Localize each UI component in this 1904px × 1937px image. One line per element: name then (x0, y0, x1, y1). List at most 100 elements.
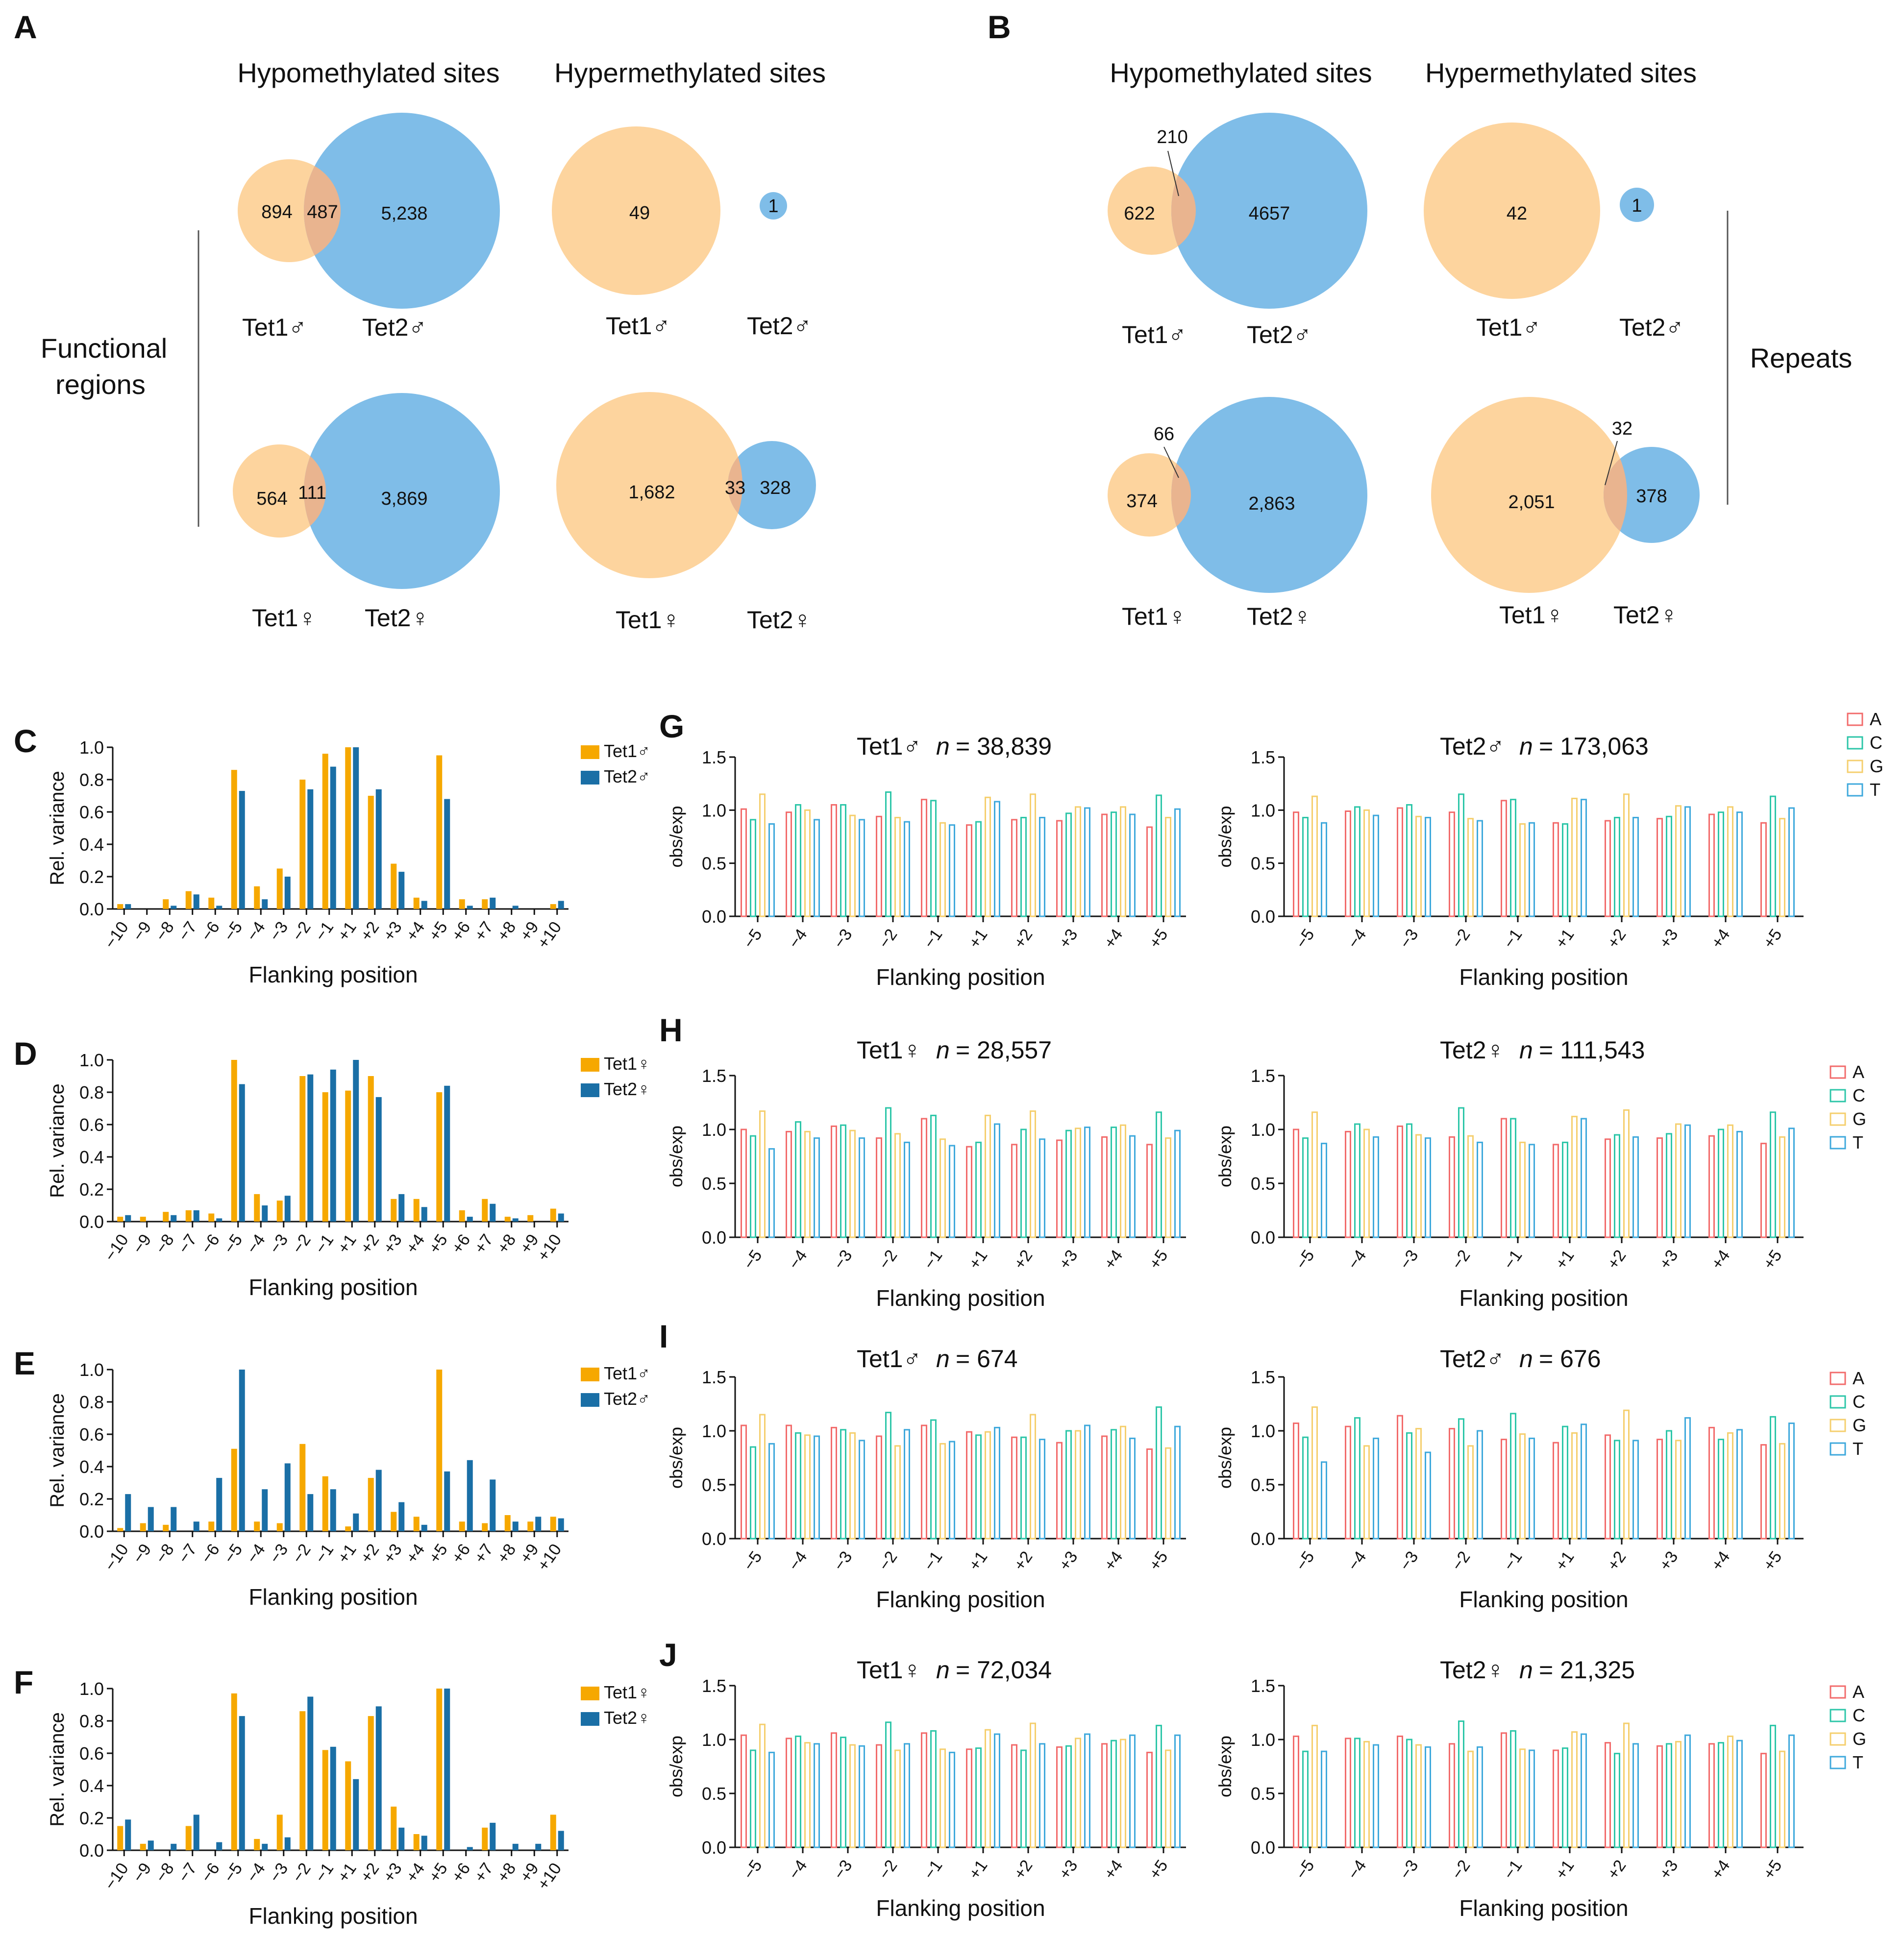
bar-Tet2♀ (307, 1074, 314, 1222)
bar-C (975, 1434, 982, 1540)
bar-T (1039, 817, 1045, 917)
bar-Tet2♀ (193, 1210, 199, 1222)
panel-letter-H: H (659, 1012, 683, 1048)
legend-label-G: G (1853, 1415, 1866, 1435)
bar-A (1146, 1144, 1153, 1238)
panel-B: B Hypomethylated sites Hypermethylated sit… (988, 9, 1852, 630)
bar-T (1174, 808, 1181, 917)
bar-A (1449, 1428, 1455, 1540)
legend-swatch-T (1830, 1136, 1846, 1150)
bar-Tet2♀ (467, 1217, 473, 1222)
bar-C (750, 819, 756, 917)
bar-C (1020, 817, 1027, 917)
subplot-n-symbol: n (936, 1345, 950, 1373)
bar-C (1156, 1406, 1162, 1540)
bar-Tet1♀ (254, 1194, 260, 1222)
y-tick-label: 1.0 (1251, 1421, 1275, 1441)
panel-letter-C: C (14, 723, 37, 759)
bar-C (795, 1735, 801, 1848)
bar-G (1571, 1432, 1578, 1540)
bar-Tet2♀ (353, 1060, 359, 1222)
bar-T (1373, 1437, 1379, 1540)
bar-G (1675, 1440, 1681, 1540)
side-label-repeats: Repeats (1750, 343, 1853, 373)
x-axis-label: Flanking position (876, 964, 1045, 990)
venn-circle-tet2 (1620, 188, 1654, 222)
bar-Tet2♀ (125, 1215, 131, 1222)
bar-A (1101, 1435, 1108, 1540)
bar-Tet1♂ (140, 1523, 146, 1531)
bar-T (1425, 817, 1431, 917)
bar-Tet2♂ (512, 1521, 519, 1531)
venn-set-label: Tet2♂ (1619, 314, 1684, 341)
bar-C (1354, 1738, 1360, 1848)
bar-C (1614, 1753, 1620, 1848)
y-tick-label: 0.5 (702, 1784, 726, 1804)
bar-T (1477, 1430, 1483, 1540)
bar-A (966, 1431, 972, 1540)
legend-label-C: C (1853, 1392, 1865, 1412)
bar-T (994, 1426, 1000, 1540)
bar-T (949, 1441, 955, 1540)
bar-A (1293, 1128, 1299, 1238)
bar-G (940, 1443, 946, 1540)
y-axis-label: obs/exp (666, 1736, 686, 1797)
bar-G (1165, 1749, 1171, 1848)
bar-Tet2♀ (330, 1746, 336, 1850)
legend-swatch-Tet1♀ (581, 1058, 599, 1072)
bar-A (1345, 1425, 1351, 1540)
bar-G (1623, 1109, 1630, 1238)
bar-A (1449, 1136, 1455, 1238)
bar-G (894, 1445, 901, 1540)
venn-count: 33 (725, 478, 745, 498)
bar-Tet1♀ (299, 1711, 306, 1850)
y-tick-label: 1.5 (702, 1676, 726, 1696)
subplot-n-value: = 676 (1539, 1345, 1601, 1373)
bar-G (1571, 798, 1578, 917)
bar-T (994, 1123, 1000, 1238)
bar-G (759, 793, 766, 917)
y-tick-label: 0.0 (1251, 1838, 1275, 1858)
y-tick-label: 1.5 (1251, 1676, 1275, 1696)
bar-T (1373, 1744, 1379, 1848)
y-axis-label: Rel. variance (47, 1712, 68, 1826)
bar-Tet2♀ (307, 1696, 314, 1850)
bar-T (1632, 1743, 1639, 1848)
bar-A (1708, 813, 1715, 917)
bar-Tet1♀ (231, 1060, 237, 1222)
legend-swatch-C (1847, 736, 1863, 750)
bar-Tet2♀ (490, 1203, 496, 1222)
bar-T (1581, 1733, 1587, 1848)
bar-Tet2♀ (490, 1822, 496, 1850)
bar-C (1562, 1141, 1568, 1238)
x-axis-label: Flanking position (248, 962, 418, 987)
venn-A-hypo-female: 564 111 3,869 Tet1♀ Tet2♀ (233, 393, 500, 632)
bar-C (1111, 1740, 1117, 1848)
bar-T (1039, 1138, 1045, 1238)
bar-Tet1♂ (413, 897, 420, 909)
bar-C (1562, 1747, 1568, 1848)
bar-T (1684, 1124, 1691, 1238)
venn-count: 1,682 (628, 482, 675, 503)
venn-set-label: Tet1♂ (242, 314, 307, 341)
bar-T (1736, 811, 1743, 917)
bar-A (1760, 1143, 1767, 1238)
legend-label-Tet2♂: Tet2♂ (604, 1389, 650, 1409)
bar-T (1529, 822, 1535, 917)
bar-T (814, 819, 820, 917)
y-tick-label: 0.0 (702, 907, 726, 927)
venn-count: 374 (1126, 491, 1157, 512)
y-tick-label: 0.5 (1251, 1784, 1275, 1804)
bar-G (1363, 1741, 1370, 1848)
bar-C (1770, 1111, 1776, 1238)
bar-T (994, 1733, 1000, 1848)
bar-T (859, 1137, 865, 1238)
bar-Tet2♂ (353, 1513, 359, 1531)
bar-Tet2♀ (398, 1827, 405, 1850)
venn-count: 622 (1124, 203, 1155, 224)
bar-Tet1♂ (504, 1515, 511, 1531)
bar-T (814, 1743, 820, 1848)
venn-set-label: Tet1♀ (616, 606, 680, 634)
bar-A (1293, 1735, 1299, 1848)
